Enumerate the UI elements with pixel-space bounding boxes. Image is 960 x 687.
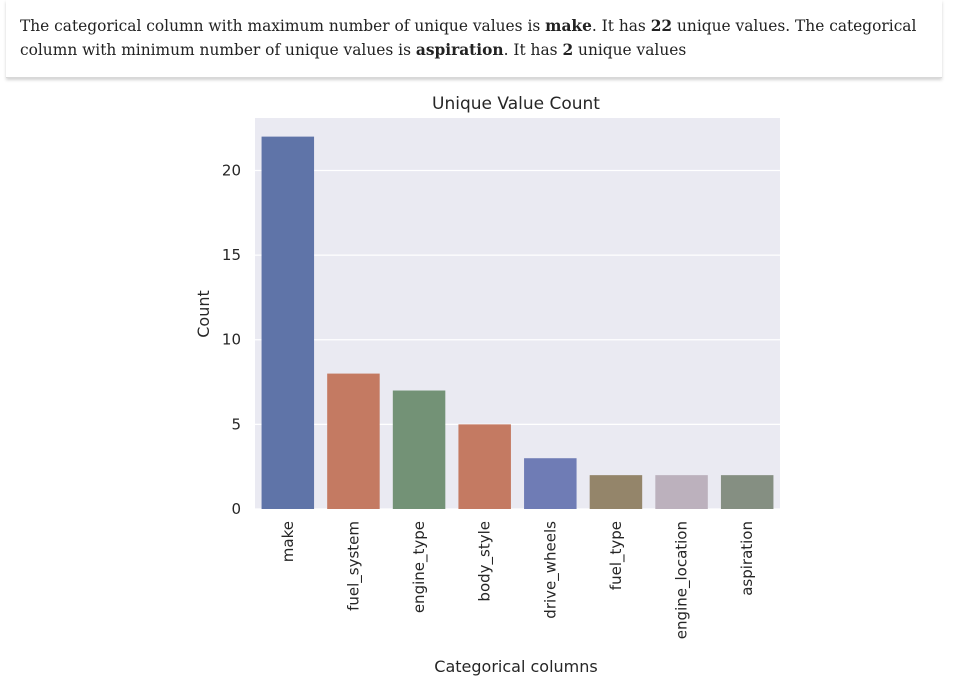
bar-body-style [458,424,511,509]
y-tick-label: 10 [222,331,241,349]
bar-engine-location [655,475,708,509]
x-tick-label: fuel_system [344,521,363,611]
y-axis-ticks: 0 5 10 15 20 [222,161,241,518]
bars [261,136,774,509]
bar-chart: Unique Value Count 0 5 10 15 20 make fuel_sys… [194,94,780,676]
min-count: 2 [562,41,574,59]
summary-part4: . It has [503,41,563,59]
bar-fuel-system [327,373,380,509]
bar-drive-wheels [524,458,577,509]
max-count: 22 [650,17,673,35]
x-axis-ticks: make fuel_system engine_type body_style driv… [279,521,756,639]
max-column-name: make [545,17,592,35]
bar-make [261,136,315,509]
summary-part1: The categorical column with maximum numb… [20,17,546,35]
y-axis-label: Count [194,290,213,338]
y-tick-label: 0 [231,500,241,518]
x-tick-label: make [279,521,297,562]
summary-part3: unique values. The categorical column wi… [20,17,917,59]
summary-text: The categorical column with maximum numb… [6,0,942,78]
y-tick-label: 15 [222,246,241,264]
chart-title: Unique Value Count [432,94,600,114]
x-tick-label: engine_location [673,521,692,639]
x-tick-label: drive_wheels [541,521,560,619]
summary-part5: unique values [573,41,687,59]
x-tick-label: engine_type [410,521,429,613]
summary-part2: . It has [591,17,651,35]
x-tick-label: body_style [476,521,495,602]
bar-fuel-type [589,475,643,509]
bar-aspiration [720,475,774,509]
y-tick-label: 20 [222,161,241,179]
min-column-name: aspiration [415,41,504,59]
x-axis-label: Categorical columns [434,657,597,676]
bar-engine-type [392,390,446,509]
x-tick-label: fuel_type [607,521,626,590]
x-tick-label: aspiration [738,521,756,596]
y-tick-label: 5 [231,415,241,433]
